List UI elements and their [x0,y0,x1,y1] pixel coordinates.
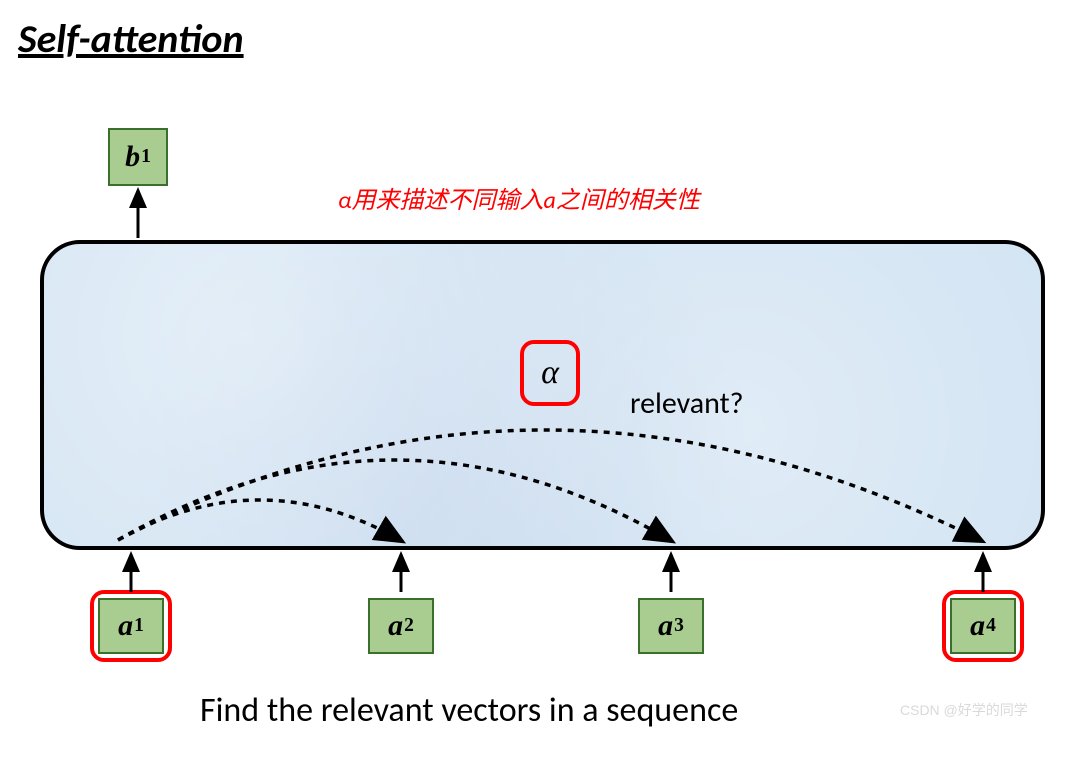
input-node-a1: a1 [98,598,164,654]
output-node-b1: b1 [108,128,168,186]
input-node-a4: a4 [950,598,1016,654]
alpha-label: α [541,354,559,392]
input-node-a1-sup: 1 [134,615,144,637]
input-node-a3-sup: 3 [674,615,684,637]
input-node-a1-base: a [118,609,133,643]
input-node-a3: a3 [638,598,704,654]
input-node-a4-base: a [970,609,985,643]
watermark-text: CSDN @好学的同学 [900,700,1028,720]
input-node-a2-sup: 2 [404,615,414,637]
input-node-a2: a2 [368,598,434,654]
diagram-caption: Find the relevant vectors in a sequence [200,690,738,731]
alpha-symbol-box: α [520,340,580,406]
input-node-a4-sup: 4 [986,615,996,637]
output-node-b1-sup: 1 [141,146,151,168]
alpha-annotation: α用来描述不同输入a之间的相关性 [338,180,700,215]
input-node-a3-base: a [658,609,673,643]
output-node-b1-base: b [125,140,140,174]
input-node-a2-base: a [388,609,403,643]
relevant-label: relevant? [630,385,744,422]
diagram-title: Self-attention [18,14,244,63]
